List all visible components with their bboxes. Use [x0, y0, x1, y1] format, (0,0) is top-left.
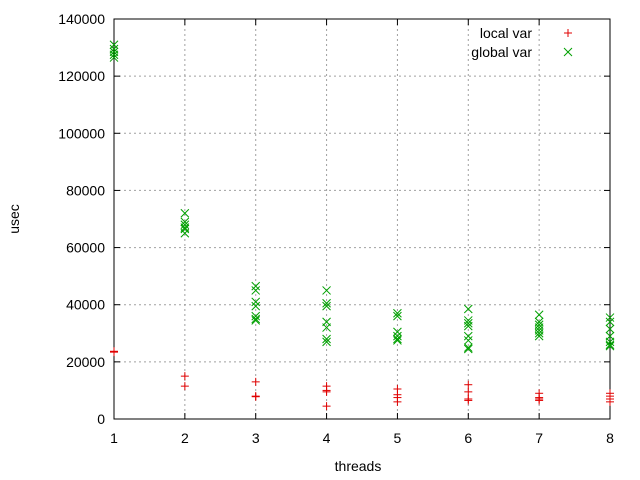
data-point-global-var	[393, 311, 402, 321]
data-point-global-var	[605, 340, 615, 350]
x-tick-label: 7	[535, 430, 543, 446]
data-point-global-var	[393, 334, 402, 344]
legend-symbol-local-var	[564, 29, 572, 37]
data-point-global-var	[393, 327, 402, 337]
data-point-local-var	[110, 347, 118, 356]
x-tick-label: 5	[394, 430, 402, 446]
data-point-global-var	[393, 336, 402, 345]
data-point-local-var	[535, 396, 544, 405]
x-tick-label: 1	[110, 430, 118, 446]
data-point-global-var	[251, 314, 261, 324]
y-axis-title: usec	[6, 204, 22, 234]
y-tick-label: 60000	[66, 240, 105, 256]
x-tick-label: 3	[252, 430, 260, 446]
data-point-global-var	[463, 321, 473, 331]
data-point-global-var	[534, 310, 544, 320]
data-point-global-var	[463, 344, 473, 354]
grid	[114, 19, 610, 419]
data-point-local-var	[322, 387, 331, 396]
data-point-global-var	[393, 308, 402, 318]
data-point-global-var	[463, 318, 473, 328]
data-point-local-var	[251, 392, 260, 401]
data-point-global-var	[109, 50, 119, 60]
data-point-local-var	[180, 372, 189, 381]
data-point-global-var	[463, 336, 473, 345]
data-point-local-var	[393, 397, 402, 406]
data-point-global-var	[463, 343, 473, 352]
data-point-local-var	[180, 382, 189, 391]
legend-label-global-var: global var	[471, 44, 532, 60]
data-point-global-var	[109, 53, 119, 62]
x-axis-title: threads	[335, 458, 382, 474]
data-points	[109, 40, 615, 411]
data-point-local-var	[322, 402, 331, 411]
legend: local var global var	[471, 25, 573, 60]
data-point-global-var	[180, 208, 190, 218]
data-point-local-var	[464, 396, 473, 405]
data-point-global-var	[605, 324, 615, 334]
data-point-local-var	[251, 377, 260, 386]
y-tick-label: 140000	[58, 11, 105, 27]
data-point-global-var	[322, 298, 331, 308]
x-tick-label: 6	[464, 430, 472, 446]
data-point-global-var	[180, 228, 190, 238]
data-point-global-var	[251, 301, 261, 311]
y-tick-label: 100000	[58, 125, 105, 141]
data-point-global-var	[322, 337, 331, 347]
data-point-local-var	[464, 387, 473, 396]
legend-marker-global-var	[563, 47, 573, 57]
data-point-global-var	[251, 286, 261, 295]
legend-symbol-global-var	[563, 47, 573, 57]
data-point-global-var	[251, 316, 261, 325]
data-point-global-var	[463, 304, 473, 314]
y-tick-label: 80000	[66, 182, 105, 198]
data-point-global-var	[109, 40, 119, 50]
data-point-global-var	[322, 323, 331, 332]
y-tick-label: 0	[97, 411, 105, 427]
data-point-global-var	[322, 301, 331, 311]
data-point-global-var	[463, 331, 473, 341]
x-tick-label: 8	[606, 430, 614, 446]
data-point-local-var	[606, 397, 614, 406]
x-tick-label: 2	[181, 430, 189, 446]
plot-frame	[113, 18, 611, 420]
data-point-global-var	[605, 341, 615, 351]
data-point-global-var	[251, 281, 261, 291]
x-tick-label: 4	[323, 430, 331, 446]
y-tick-label: 40000	[66, 297, 105, 313]
y-tick-label: 20000	[66, 354, 105, 370]
axis-ticks: 0 20000 40000 60000 80000 100000 120000 140000 1…	[58, 11, 614, 446]
data-point-local-var	[464, 380, 473, 389]
data-point-global-var	[534, 331, 544, 341]
data-point-global-var	[605, 337, 615, 347]
data-point-global-var	[180, 224, 190, 234]
data-point-global-var	[393, 331, 402, 341]
data-point-global-var	[251, 311, 261, 321]
data-point-global-var	[251, 297, 261, 307]
legend-label-local-var: local var	[480, 25, 532, 41]
legend-marker-local-var	[564, 29, 572, 37]
data-point-global-var	[322, 286, 331, 295]
data-point-global-var	[534, 328, 544, 338]
data-point-global-var	[605, 317, 615, 327]
data-point-global-var	[180, 220, 190, 230]
data-point-global-var	[605, 313, 615, 322]
y-tick-label: 120000	[58, 68, 105, 84]
data-point-global-var	[322, 334, 331, 344]
